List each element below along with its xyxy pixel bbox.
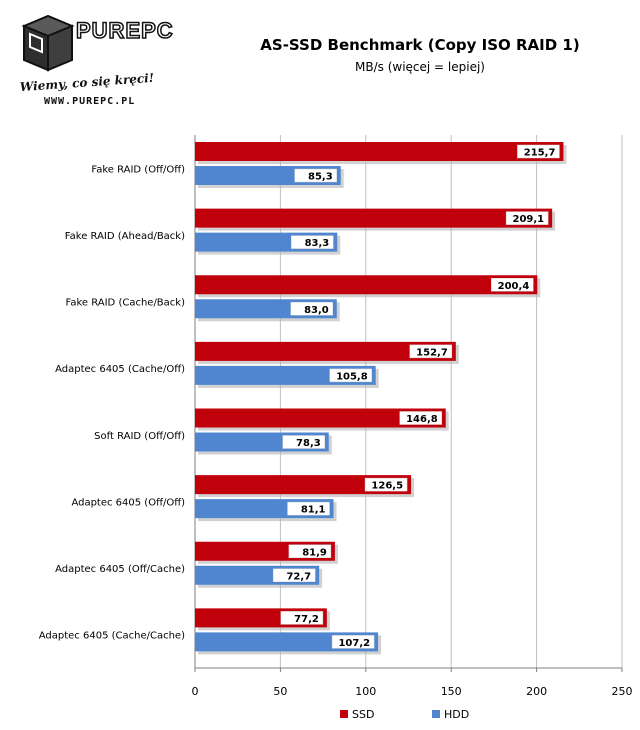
bar-ssd bbox=[195, 408, 446, 428]
bar-ssd bbox=[195, 142, 564, 161]
data-label: 78,3 bbox=[296, 438, 321, 449]
category-label: Adaptec 6405 (Off/Cache) bbox=[55, 564, 185, 575]
data-label: 83,3 bbox=[305, 238, 330, 249]
category-label: Fake RAID (Off/Off) bbox=[91, 164, 185, 175]
data-label-box bbox=[329, 368, 372, 383]
x-tick-label: 200 bbox=[526, 685, 547, 698]
data-label: 107,2 bbox=[338, 638, 370, 649]
data-label-box bbox=[399, 411, 442, 425]
data-label: 72,7 bbox=[286, 571, 311, 582]
bar-ssd bbox=[195, 475, 412, 495]
data-label: 83,0 bbox=[304, 305, 329, 316]
data-label: 209,1 bbox=[513, 214, 545, 225]
data-label-box bbox=[280, 611, 324, 625]
x-tick-label: 100 bbox=[355, 685, 376, 698]
bar-ssd bbox=[195, 341, 456, 361]
data-label-box bbox=[491, 278, 534, 292]
cube-icon bbox=[21, 14, 75, 72]
category-label: Adaptec 6405 (Cache/Off) bbox=[55, 364, 185, 375]
data-label: 146,8 bbox=[406, 414, 438, 425]
data-label-box bbox=[294, 168, 337, 183]
chart-subtitle: MB/s (więcej = lepiej) bbox=[355, 60, 485, 74]
data-label: 126,5 bbox=[371, 481, 403, 492]
data-label: 105,8 bbox=[336, 371, 368, 382]
chart-title: AS-SSD Benchmark (Copy ISO RAID 1) bbox=[260, 36, 580, 54]
data-label-box bbox=[272, 568, 316, 582]
category-label: Soft RAID (Off/Off) bbox=[94, 431, 185, 442]
legend-label-ssd: SSD bbox=[352, 708, 374, 721]
data-label-box bbox=[291, 235, 334, 249]
data-label: 77,2 bbox=[294, 614, 319, 625]
data-label-box bbox=[517, 144, 560, 159]
category-label: Adaptec 6405 (Cache/Cache) bbox=[39, 631, 185, 642]
bar-ssd bbox=[195, 208, 553, 228]
data-label-box bbox=[287, 501, 330, 516]
x-tick-label: 0 bbox=[192, 685, 199, 698]
data-label-box bbox=[409, 344, 453, 359]
bar-ssd bbox=[195, 275, 538, 295]
data-label-box bbox=[290, 302, 334, 316]
data-label-box bbox=[282, 435, 325, 449]
logo-brand: PUREPC bbox=[76, 18, 174, 43]
x-tick-label: 150 bbox=[441, 685, 462, 698]
data-label-box bbox=[288, 544, 332, 558]
purepc-logo: PUREPC Wiemy, co się kręci! WWW.PUREPC.P… bbox=[19, 14, 174, 107]
category-label: Fake RAID (Ahead/Back) bbox=[65, 231, 185, 242]
data-label: 81,1 bbox=[301, 505, 326, 516]
category-label: Adaptec 6405 (Off/Off) bbox=[71, 497, 185, 508]
logo-url: WWW.PUREPC.PL bbox=[44, 96, 135, 107]
data-label-box bbox=[505, 211, 549, 225]
data-label: 215,7 bbox=[524, 148, 556, 159]
data-label: 85,3 bbox=[308, 172, 333, 183]
data-label-box bbox=[364, 477, 408, 492]
x-tick-label: 250 bbox=[612, 685, 633, 698]
legend-swatch-ssd bbox=[340, 710, 348, 718]
legend-label-hdd: HDD bbox=[444, 708, 469, 721]
x-tick-label: 50 bbox=[273, 685, 287, 698]
data-label: 200,4 bbox=[498, 281, 530, 292]
legend-swatch-hdd bbox=[432, 710, 440, 718]
category-label: Fake RAID (Cache/Back) bbox=[66, 298, 186, 309]
data-label: 81,9 bbox=[302, 547, 327, 558]
data-label-box bbox=[331, 635, 375, 649]
data-label: 152,7 bbox=[416, 347, 448, 358]
